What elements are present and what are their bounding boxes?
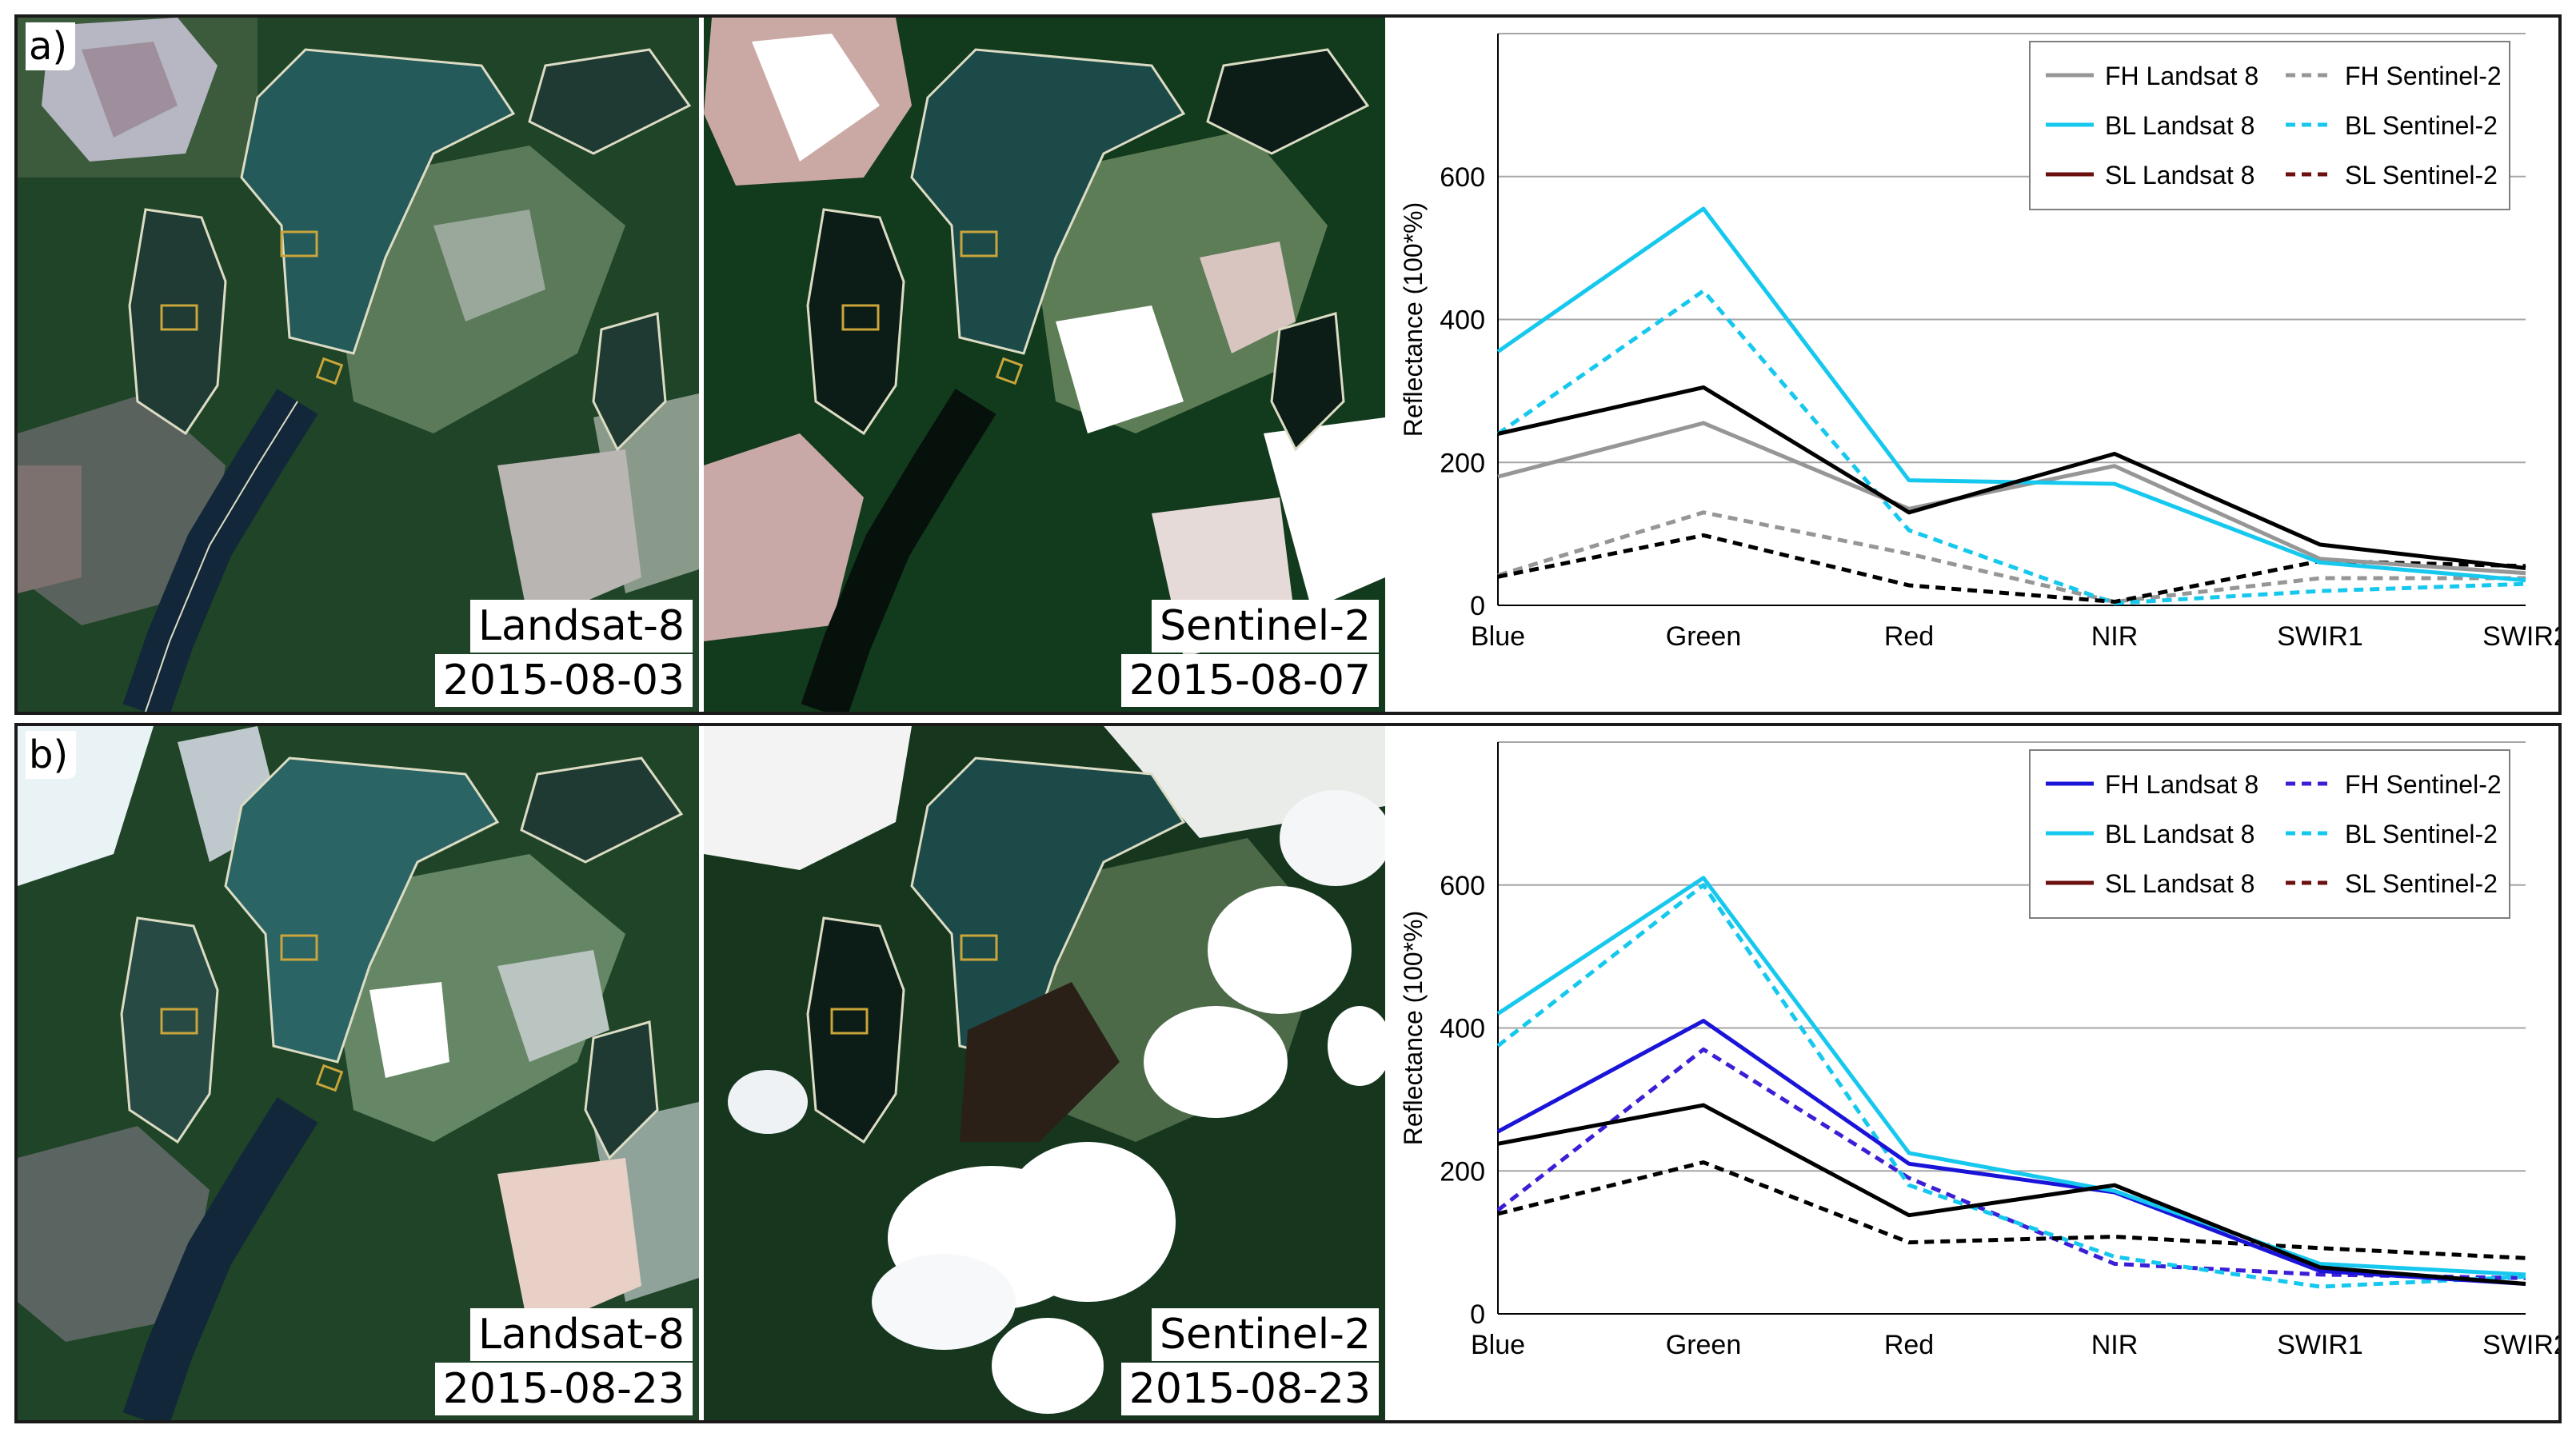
landsat-image-b: Landsat-8 2015-08-23 b) — [18, 726, 699, 1420]
sensor-label: Landsat-8 — [470, 600, 693, 653]
x-tick-label: SWIR2 — [2482, 1330, 2558, 1360]
x-tick-label: Green — [1666, 1330, 1742, 1360]
series-line — [1496, 1047, 2526, 1280]
x-tick-label: SWIR1 — [2277, 1330, 2363, 1360]
y-tick-label: 0 — [1470, 1299, 1485, 1330]
y-tick-label: 600 — [1440, 162, 1485, 193]
x-tick-label: SWIR1 — [2277, 621, 2363, 652]
series-line — [1497, 510, 2526, 605]
satellite-scene — [18, 18, 699, 712]
x-tick-label: Red — [1884, 621, 1934, 652]
series-line — [1497, 421, 2526, 576]
x-tick-label: NIR — [2091, 621, 2139, 652]
line-chart: 0 200 400 600 Blue Green Red NIR SWIR1 SWIR2 Refle… — [1399, 33, 2558, 652]
x-tick-label: Green — [1666, 621, 1742, 652]
series-line — [1496, 876, 2526, 1277]
legend-label: BL Landsat 8 — [2105, 111, 2254, 140]
y-tick-label: 600 — [1440, 871, 1485, 901]
series-line — [1496, 883, 2526, 1289]
series-line — [1496, 289, 2526, 605]
panel-letter: a) — [26, 22, 76, 70]
date-label: 2015-08-07 — [1120, 654, 1379, 707]
y-tick-label: 200 — [1440, 1156, 1485, 1187]
satellite-scene — [18, 726, 699, 1420]
line-chart: 0 200 400 600 Blue Green Red NIR SWIR1 SWIR2 Refle… — [1399, 741, 2558, 1360]
legend-label: FH Landsat 8 — [2105, 62, 2258, 90]
divider — [699, 18, 704, 712]
y-tick-label: 0 — [1470, 591, 1485, 621]
divider — [1385, 18, 1390, 712]
legend-label: BL Sentinel-2 — [2345, 820, 2498, 848]
legend-label: SL Landsat 8 — [2105, 869, 2254, 898]
legend-label: BL Landsat 8 — [2105, 820, 2254, 848]
y-tick-label: 400 — [1440, 1014, 1485, 1044]
series-line — [1496, 1019, 2526, 1286]
legend-box — [2029, 749, 2510, 919]
date-label: 2015-08-03 — [434, 654, 693, 707]
x-tick-label: Blue — [1471, 621, 1525, 652]
y-tick-label: 200 — [1440, 448, 1485, 478]
panel-letter: b) — [26, 731, 77, 779]
legend-label: SL Sentinel-2 — [2345, 869, 2498, 898]
sentinel-image-b: Sentinel-2 2015-08-23 — [704, 726, 1385, 1420]
divider — [699, 726, 704, 1420]
legend-label: SL Landsat 8 — [2105, 161, 2254, 190]
series-line — [1497, 1103, 2526, 1286]
legend-label: FH Sentinel-2 — [2345, 62, 2502, 90]
date-label: 2015-08-23 — [434, 1363, 693, 1415]
series-line — [1496, 206, 2526, 583]
y-axis-label: Reflectance (100*%) — [1399, 911, 1428, 1145]
panel-b: Landsat-8 2015-08-23 b) Sentinel-2 2015 — [14, 723, 2562, 1423]
series-line — [1497, 385, 2526, 571]
y-axis-label: Reflectance (100*%) — [1399, 202, 1428, 437]
landsat-image-a: Landsat-8 2015-08-03 a) — [18, 18, 699, 712]
x-tick-label: Blue — [1471, 1330, 1525, 1360]
sensor-label: Sentinel-2 — [1151, 600, 1379, 653]
satellite-scene — [704, 726, 1385, 1420]
divider — [1385, 726, 1390, 1420]
legend-label: FH Sentinel-2 — [2345, 770, 2502, 799]
legend-label: BL Sentinel-2 — [2345, 111, 2498, 140]
sentinel-image-a: Sentinel-2 2015-08-07 — [704, 18, 1385, 712]
legend-label: FH Landsat 8 — [2105, 770, 2258, 799]
legend-label: SL Sentinel-2 — [2345, 161, 2498, 190]
sensor-label: Landsat-8 — [470, 1308, 693, 1361]
series-line — [1497, 1160, 2526, 1260]
spectral-chart-a: 0 200 400 600 Blue Green Red NIR SWIR1 SWIR2 Refle… — [1390, 18, 2558, 712]
x-tick-label: SWIR2 — [2482, 621, 2558, 652]
panel-a: Landsat-8 2015-08-03 a) Sentinel-2 2015-… — [14, 14, 2562, 715]
x-tick-label: NIR — [2091, 1330, 2139, 1360]
legend-box — [2029, 41, 2510, 210]
x-tick-label: Red — [1884, 1330, 1934, 1360]
spectral-chart-b: 0 200 400 600 Blue Green Red NIR SWIR1 SWIR2 Refle… — [1390, 726, 2558, 1420]
date-label: 2015-08-23 — [1120, 1363, 1379, 1415]
sensor-label: Sentinel-2 — [1151, 1308, 1379, 1361]
y-tick-label: 400 — [1440, 305, 1485, 336]
